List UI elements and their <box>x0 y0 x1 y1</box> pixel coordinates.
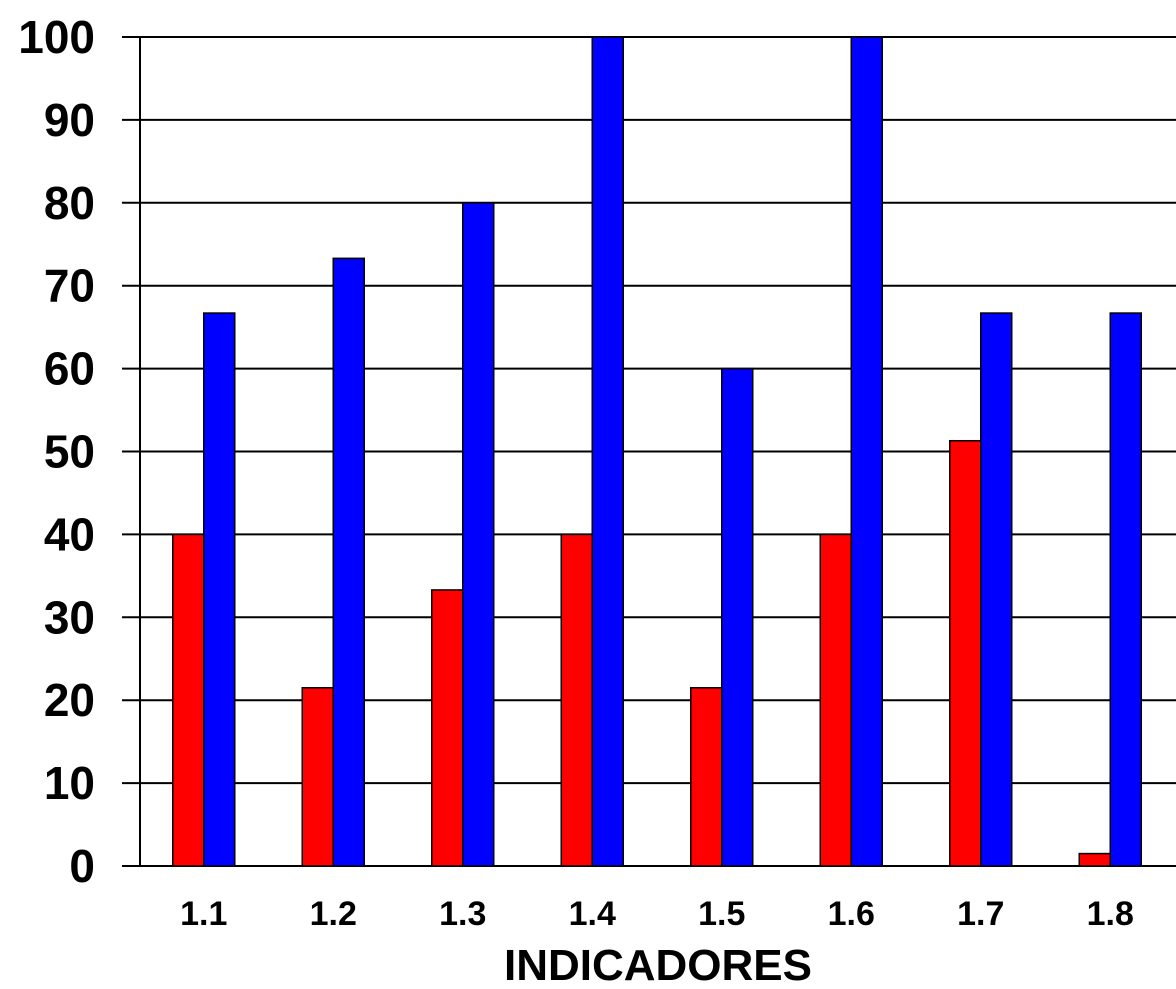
bar-1.8-series-1 <box>1078 852 1111 867</box>
bars <box>172 36 1142 867</box>
bar-1.4-series-1 <box>560 533 593 867</box>
y-tick-label: 40 <box>44 508 95 560</box>
x-tick-label: 1.5 <box>698 895 745 933</box>
bar-1.5-series-2 <box>721 367 754 867</box>
x-axis: 1.1 1.2 1.3 1.4 1.5 1.6 1.7 1.8 <box>180 895 1134 933</box>
x-tick-label: 1.8 <box>1087 895 1134 933</box>
y-tick-label: 80 <box>44 177 95 229</box>
x-tick-label: 1.3 <box>439 895 486 933</box>
y-tick-label: 50 <box>44 426 95 478</box>
bar-1.1-series-2 <box>203 312 236 867</box>
bar-1.7-series-1 <box>949 439 982 867</box>
y-tick-label: 100 <box>18 11 95 63</box>
bar-1.3-series-2 <box>462 202 495 867</box>
x-axis-title: INDICADORES <box>504 941 812 989</box>
x-tick-label: 1.4 <box>569 895 616 933</box>
bar-1.6-series-2 <box>850 36 883 867</box>
y-tick-label: 60 <box>44 343 95 395</box>
y-tick-label: 90 <box>44 94 95 146</box>
bar-1.4-series-2 <box>591 36 624 867</box>
bar-1.8-series-2 <box>1109 312 1142 867</box>
y-tick-label: 30 <box>44 591 95 643</box>
bar-1.1-series-1 <box>172 533 205 867</box>
x-tick-label: 1.2 <box>310 895 357 933</box>
y-tick-label: 70 <box>44 260 95 312</box>
gridlines <box>122 36 1176 867</box>
bar-1.3-series-1 <box>431 589 464 867</box>
y-tick-label: 0 <box>69 840 95 892</box>
y-tick-label: 10 <box>44 757 95 809</box>
y-tick-label: 20 <box>44 674 95 726</box>
bar-1.7-series-2 <box>980 312 1013 867</box>
x-tick-label: 1.6 <box>828 895 875 933</box>
bar-1.2-series-2 <box>332 257 365 867</box>
bar-1.6-series-1 <box>819 533 852 867</box>
bar-1.5-series-1 <box>690 687 723 867</box>
x-tick-label: 1.7 <box>957 895 1004 933</box>
bar-1.2-series-1 <box>301 687 334 867</box>
x-tick-label: 1.1 <box>180 895 227 933</box>
y-axis: 0 10 20 30 40 50 60 70 80 90 100 <box>18 11 141 892</box>
